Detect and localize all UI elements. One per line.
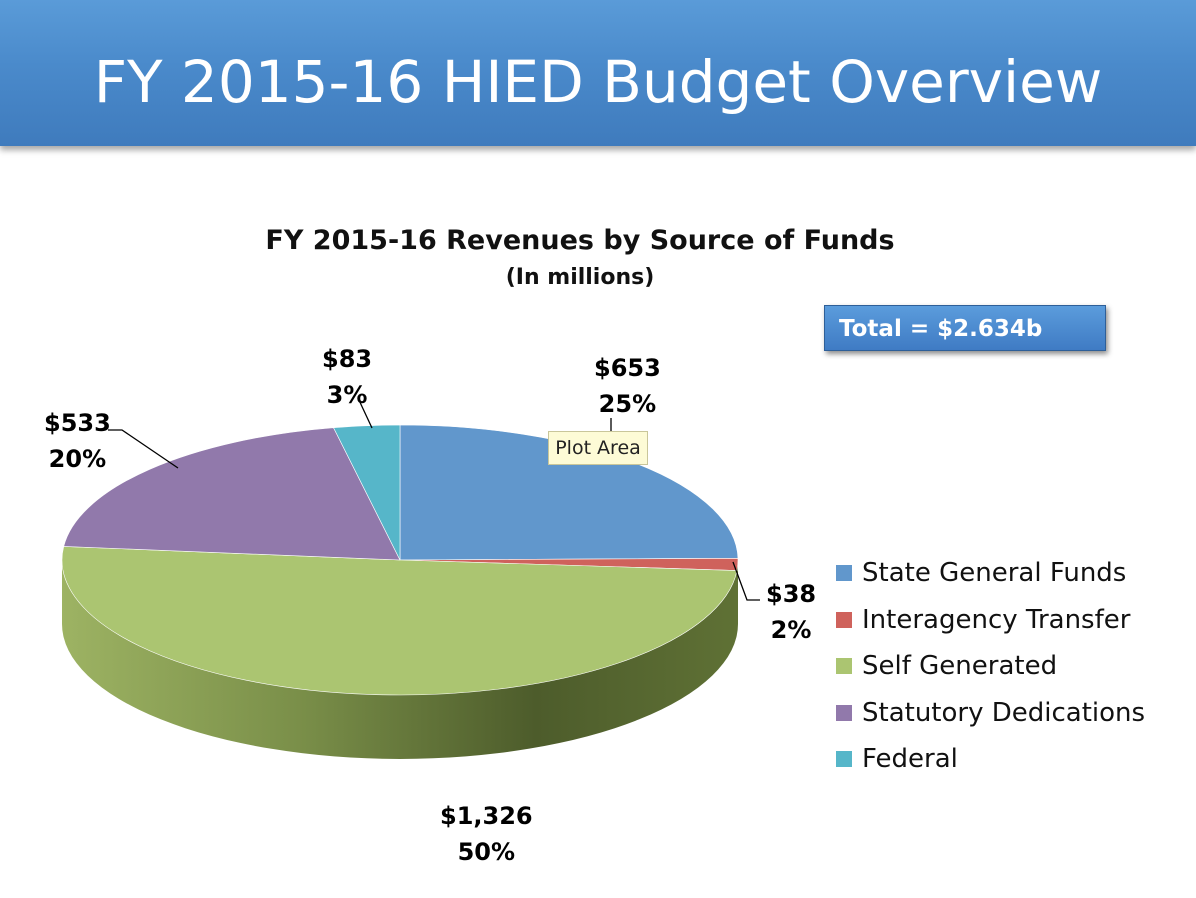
total-callout: Total = $2.634b [824, 305, 1106, 351]
chart-subtitle: (In millions) [505, 265, 655, 290]
leader-line-federal [357, 397, 373, 429]
leader-line-statutory-dedications [108, 429, 179, 469]
page-title: FY 2015-16 HIED Budget Overview [93, 48, 1103, 116]
data-label-interagency-transfer: $38 2% [766, 576, 816, 648]
legend-swatch [836, 704, 852, 721]
data-label-value: $1,326 [440, 802, 533, 830]
legend-label: Self Generated [862, 651, 1058, 681]
data-label-statutory-dedications: $533 20% [44, 405, 111, 477]
legend-label: Federal [862, 744, 958, 774]
data-label-percent: 50% [457, 838, 516, 866]
data-label-state-general-funds: $653 25% [594, 350, 661, 422]
legend-swatch [836, 658, 852, 674]
pie-slice-self-generated[interactable] [61, 546, 738, 696]
data-label-value: $38 [766, 580, 817, 608]
legend-swatch [836, 751, 852, 767]
legend-label: Statutory Dedications [862, 697, 1146, 728]
data-label-percent: 25% [598, 390, 657, 418]
legend-label: State General Funds [862, 558, 1127, 588]
pie-slice-federal[interactable] [333, 424, 401, 561]
legend-swatch [836, 565, 852, 581]
pie-slice-statutory-dedications[interactable] [63, 427, 401, 561]
legend-swatch [836, 611, 852, 628]
plot-area-tooltip: Plot Area [548, 431, 648, 465]
data-label-self-generated: $1,326 50% [440, 798, 533, 870]
total-label: Total = $2.634b [839, 316, 1043, 342]
data-label-value: $83 [322, 345, 373, 373]
data-label-percent: 2% [770, 616, 812, 644]
leader-line-interagency-transfer [732, 561, 760, 601]
data-label-percent: 3% [326, 381, 368, 409]
pie-side-wall [62, 560, 738, 759]
chart-title: FY 2015-16 Revenues by Source of Funds [265, 225, 895, 256]
title-banner: FY 2015-16 HIED Budget Overview [0, 0, 1196, 146]
data-label-value: $653 [594, 354, 661, 382]
data-label-value: $533 [44, 409, 111, 437]
data-label-percent: 20% [48, 445, 107, 473]
data-label-federal: $83 3% [322, 341, 372, 413]
legend-label: Interagency Transfer [862, 604, 1131, 635]
